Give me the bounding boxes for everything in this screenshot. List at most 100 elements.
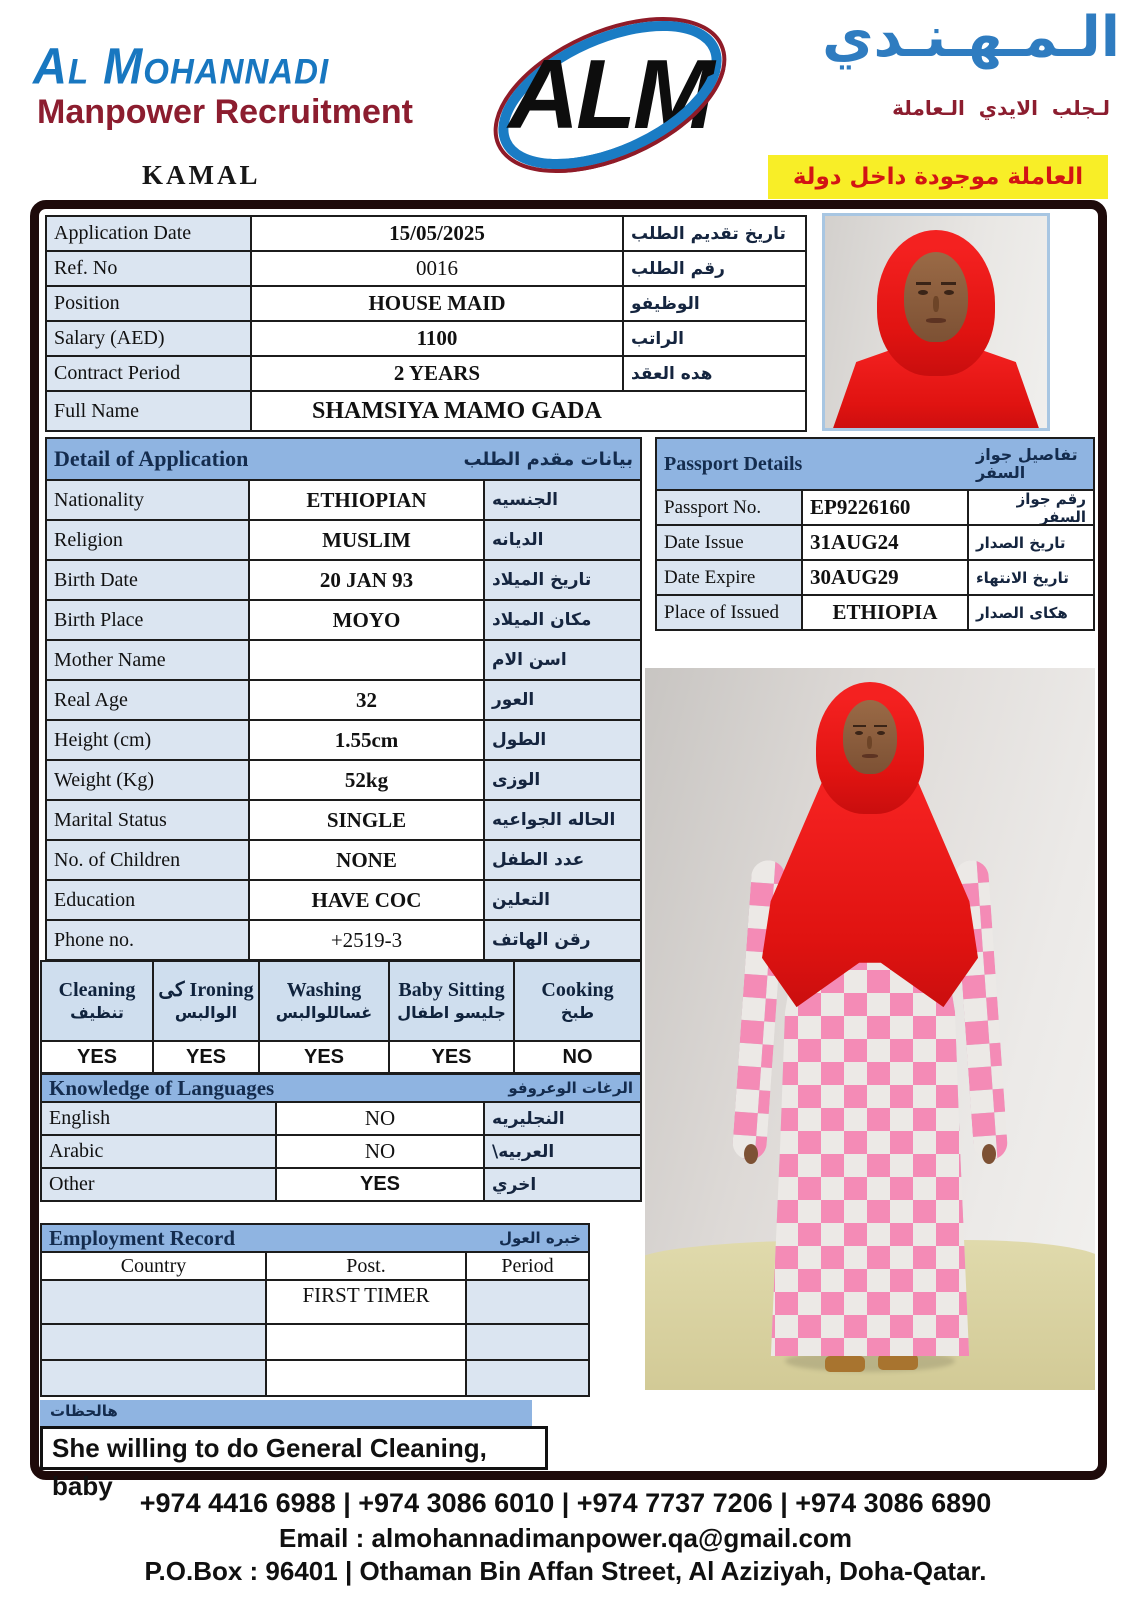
- right-sandal: [878, 1354, 918, 1370]
- field-value: 32: [250, 681, 485, 721]
- field-label: Salary (AED): [47, 322, 252, 357]
- skills-table: Cleaning تنظيف كى Ironing الوالبس Washin…: [40, 960, 642, 1074]
- field-label: No. of Children: [47, 841, 250, 881]
- employment-column: Post.: [267, 1253, 467, 1281]
- field-label: Religion: [47, 521, 250, 561]
- footer-phones: +974 4416 6988 | +974 3086 6010 | +974 7…: [139, 1488, 992, 1518]
- passport-header: Passport Details تفاصيل جواز السفر: [657, 439, 1095, 491]
- skill-header: Cleaning تنظيف: [42, 962, 154, 1042]
- skill-name: Cleaning: [58, 979, 136, 1002]
- field-label-arabic: الحاله الجواعيه: [485, 801, 642, 841]
- field-label: Weight (Kg): [47, 761, 250, 801]
- field-label: Date Expire: [657, 561, 803, 596]
- field-value: ETHIOPIAN: [250, 481, 485, 521]
- skill-header: Baby Sitting جليسو اطفال: [390, 962, 515, 1042]
- field-label: Height (cm): [47, 721, 250, 761]
- field-label-arabic: مكان الميلاد: [485, 601, 642, 641]
- brand-name-arabic: الـمـهـنـدي: [822, 5, 1120, 70]
- field-label: Place of Issued: [657, 596, 803, 631]
- skill-name: Cooking: [541, 979, 614, 1002]
- field-label-arabic: تاريخ الانتهاء: [969, 561, 1095, 596]
- brand-subtitle: Manpower Recruitment: [37, 93, 413, 131]
- field-label: Marital Status: [47, 801, 250, 841]
- field-value: 52kg: [250, 761, 485, 801]
- field-label: Contract Period: [47, 357, 252, 392]
- employment-post: FIRST TIMER: [267, 1281, 467, 1325]
- face: [843, 700, 897, 774]
- field-label: Date Issue: [657, 526, 803, 561]
- details-table: Detail of Application بيانات مقدم الطلب …: [45, 437, 642, 961]
- language-label: Other: [42, 1169, 277, 1202]
- right-hand: [982, 1144, 996, 1164]
- employment-column: Country: [42, 1253, 267, 1281]
- field-label-arabic: تاريخ الميلاد: [485, 561, 642, 601]
- employment-column: Period: [467, 1253, 590, 1281]
- skill-name-arabic: الوالبس: [174, 1003, 238, 1023]
- field-value: 20 JAN 93: [250, 561, 485, 601]
- alm-logo: ALM: [468, 0, 753, 190]
- field-label-arabic: رقم جواز السفر: [969, 491, 1095, 526]
- employment-table: Employment Record خبره العول Country Pos…: [40, 1223, 590, 1397]
- full-name-value: SHAMSIYA MAMO GADA: [252, 392, 807, 432]
- field-label: Birth Date: [47, 561, 250, 601]
- applicant-figure: [731, 682, 1009, 1374]
- field-label-arabic: التعلين: [485, 881, 642, 921]
- field-label-arabic: عدد الطفل: [485, 841, 642, 881]
- notes-header: هالحظات: [40, 1400, 532, 1426]
- field-label-arabic: هكاى الصدار: [969, 596, 1095, 631]
- cv-document-box: Application Date 15/05/2025 تاريخ تقديم …: [30, 200, 1107, 1501]
- left-sandal: [825, 1356, 865, 1372]
- details-header: Detail of Application بيانات مقدم الطلب: [47, 439, 642, 481]
- field-value: 15/05/2025: [252, 217, 624, 252]
- field-label-arabic: الديانه: [485, 521, 642, 561]
- skill-name: كى Ironing: [158, 979, 254, 1002]
- field-value: 0016: [252, 252, 624, 287]
- skill-value: YES: [260, 1042, 390, 1074]
- language-label-arabic: اخري: [485, 1169, 642, 1202]
- agent-name: KAMAL: [142, 160, 261, 190]
- field-value: [250, 641, 485, 681]
- field-label-arabic: رقم الطلب: [624, 252, 807, 287]
- footer-email: Email : almohannadimanpower.qa@gmail.com: [279, 1523, 852, 1553]
- application-table: Application Date 15/05/2025 تاريخ تقديم …: [45, 215, 807, 432]
- employment-post: [267, 1361, 467, 1397]
- field-label: Education: [47, 881, 250, 921]
- field-value: MOYO: [250, 601, 485, 641]
- brand-name: Al Mohannadi: [33, 37, 330, 95]
- field-label-arabic: الوظيفو: [624, 287, 807, 322]
- employment-title: Employment Record: [49, 1225, 236, 1250]
- field-label-arabic: الطول: [485, 721, 642, 761]
- skill-value: YES: [390, 1042, 515, 1074]
- field-label-arabic: هده العقد: [624, 357, 807, 392]
- field-label-arabic: العور: [485, 681, 642, 721]
- languages-table: Knowledge of Languages الرغات الوعروفو E…: [40, 1073, 642, 1202]
- availability-highlight: العاملة موجودة داخل دولة قطر: [768, 155, 1108, 234]
- languages-title-arabic: الرغات الوعروفو: [508, 1079, 633, 1097]
- skill-name-arabic: تنظيف: [70, 1003, 124, 1023]
- employment-country: [42, 1281, 267, 1325]
- field-value: 31AUG24: [803, 526, 969, 561]
- field-label-arabic: الراتب: [624, 322, 807, 357]
- field-label: Nationality: [47, 481, 250, 521]
- face: [904, 252, 968, 342]
- field-value: 30AUG29: [803, 561, 969, 596]
- field-value: MUSLIM: [250, 521, 485, 561]
- field-label: Birth Place: [47, 601, 250, 641]
- skill-header: Cooking طبخ: [515, 962, 642, 1042]
- languages-header: Knowledge of Languages الرغات الوعروفو: [42, 1075, 642, 1103]
- field-label: Real Age: [47, 681, 250, 721]
- field-label-arabic: تاريخ تقديم الطلب: [624, 217, 807, 252]
- language-label-arabic: النجليريه: [485, 1103, 642, 1136]
- languages-title: Knowledge of Languages: [49, 1075, 275, 1100]
- notes-text: She willing to do General Cleaning, baby: [40, 1426, 548, 1501]
- field-label: Passport No.: [657, 491, 803, 526]
- employment-title-arabic: خبره العول: [498, 1229, 581, 1247]
- field-value: HAVE COC: [250, 881, 485, 921]
- footer-address: P.O.Box : 96401 | Othaman Bin Affan Stre…: [144, 1556, 987, 1586]
- passport-title: Passport Details: [664, 453, 803, 475]
- skill-name: Washing: [286, 979, 362, 1002]
- language-label-arabic: العربيه\: [485, 1136, 642, 1169]
- details-title-arabic: بيانات مقدم الطلب: [463, 448, 633, 470]
- applicant-photo-headshot: [822, 213, 1050, 431]
- employment-header: Employment Record خبره العول: [42, 1225, 590, 1253]
